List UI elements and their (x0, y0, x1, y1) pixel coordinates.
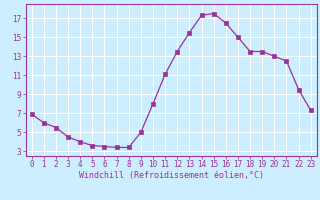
X-axis label: Windchill (Refroidissement éolien,°C): Windchill (Refroidissement éolien,°C) (79, 171, 264, 180)
